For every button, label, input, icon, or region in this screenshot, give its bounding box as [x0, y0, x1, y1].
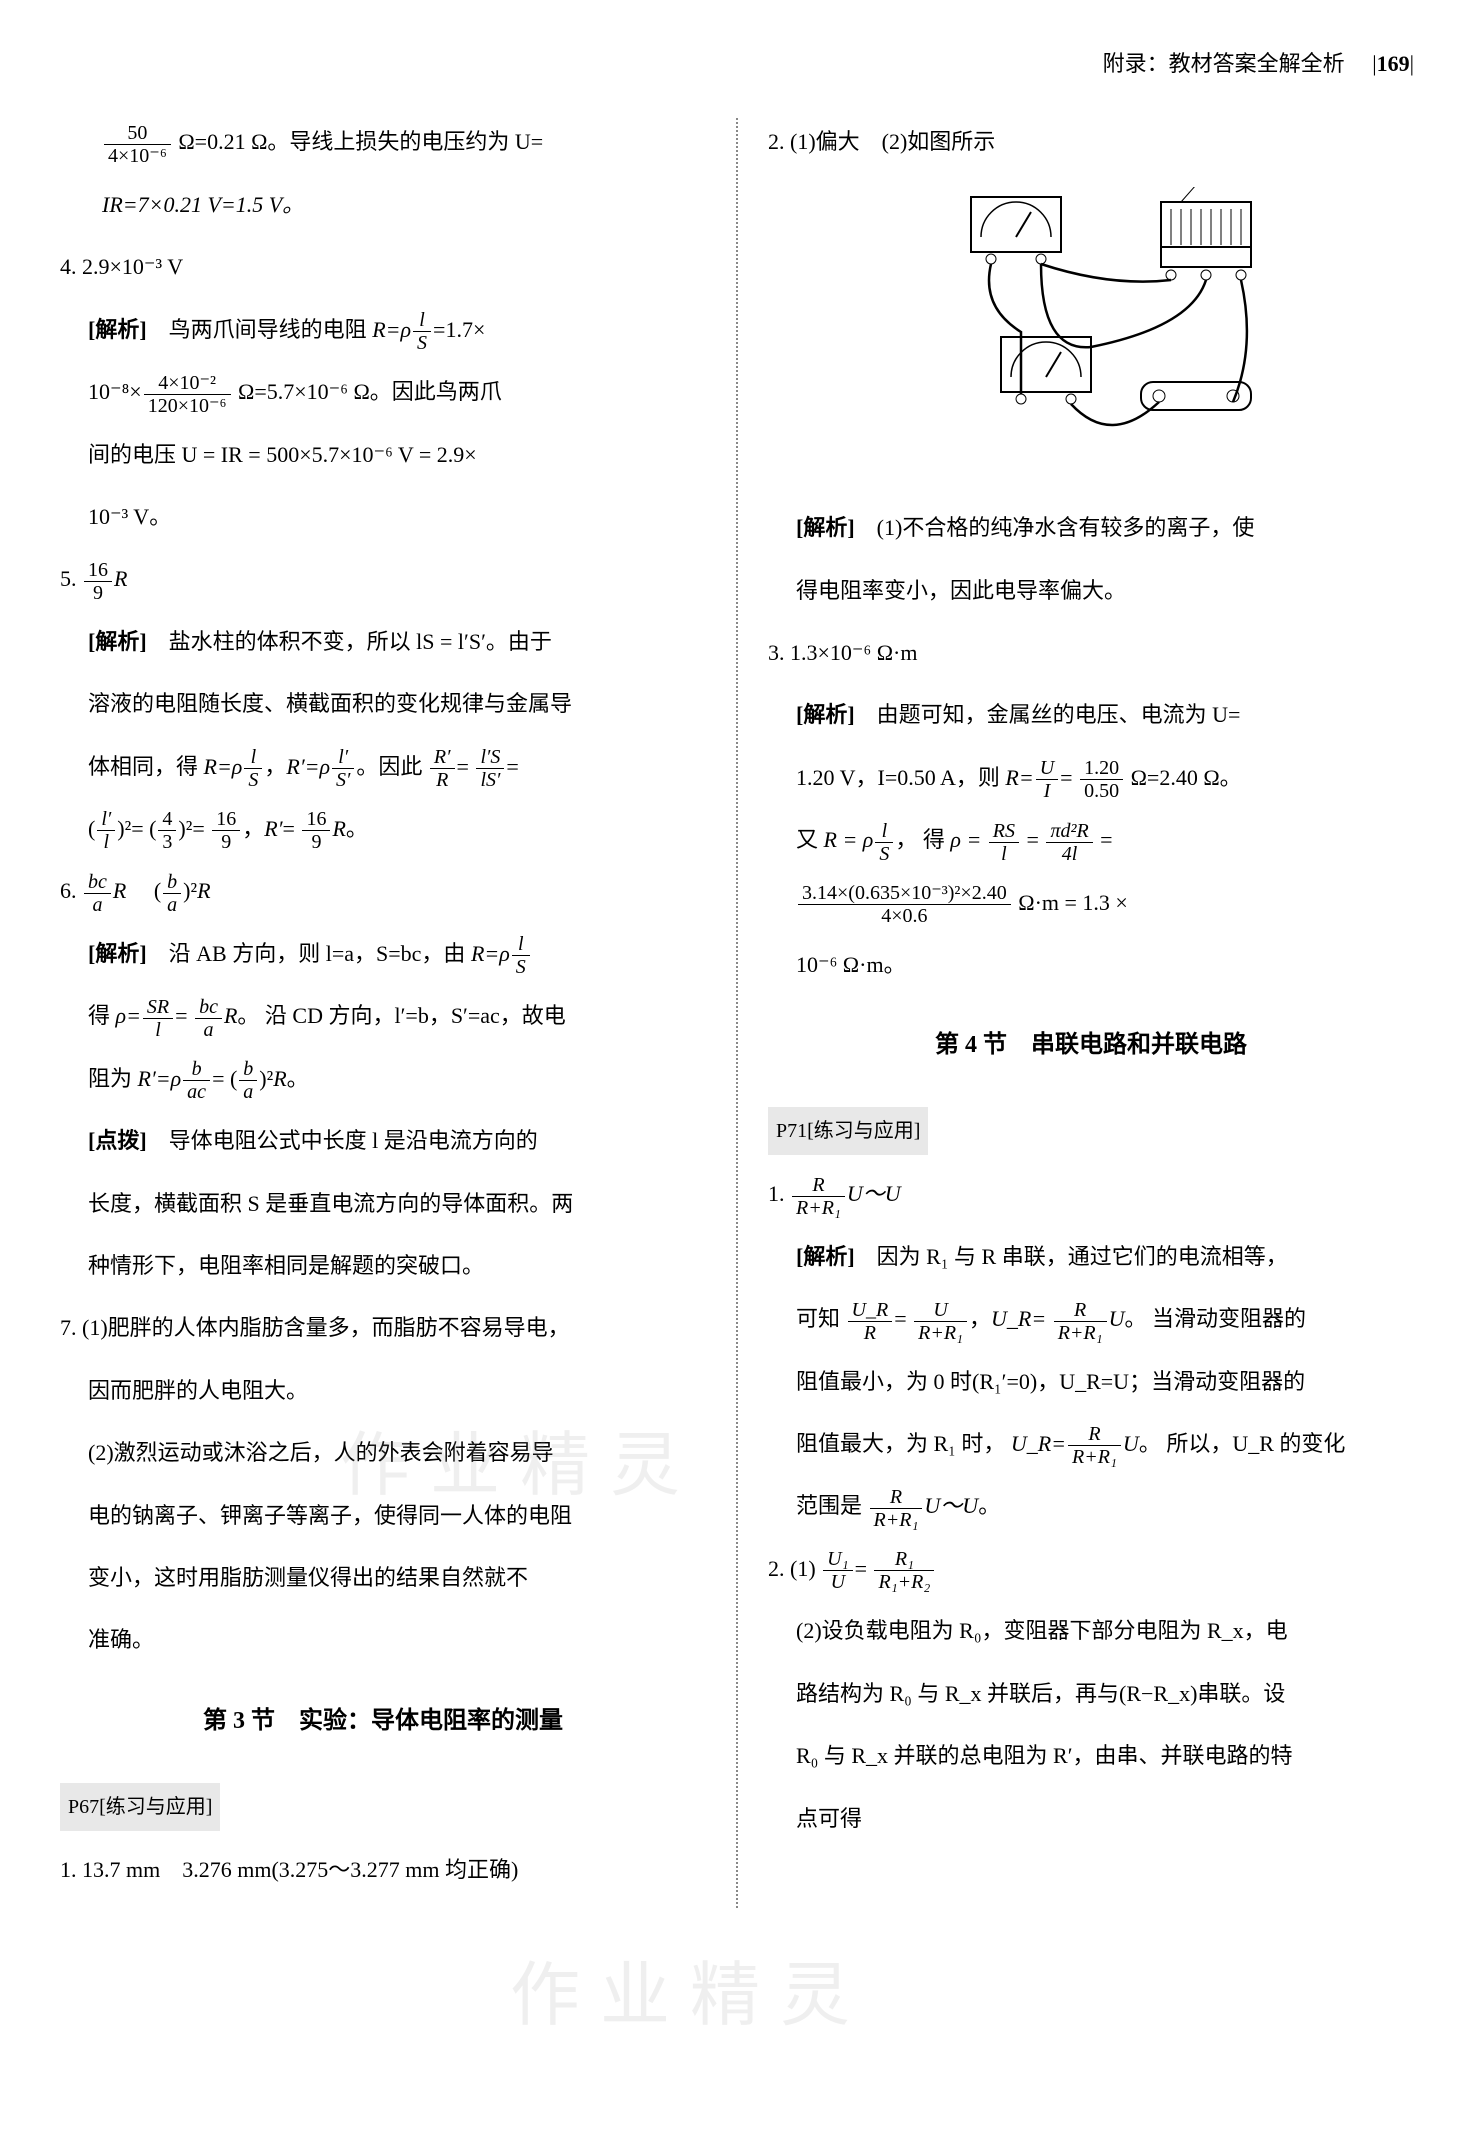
p67-ref: P67[练习与应用]	[60, 1783, 220, 1831]
item3-line5: 10⁻⁶ Ω·m。	[768, 941, 1414, 989]
analysis-label: [解析]	[88, 930, 147, 978]
sec4-item2-2d: 点可得	[768, 1795, 1414, 1843]
item5-answer: 5. 169R	[60, 555, 706, 603]
item7-2: (2)激烈运动或沐浴之后，人的外表会附着容易导	[60, 1429, 706, 1477]
item6-line3: 阻为 R′=ρbac= (ba)²R。	[60, 1055, 706, 1103]
item7-1: 7. (1)肥胖的人体内脂肪含量多，而脂肪不容易导电，	[60, 1304, 706, 1352]
item5-line2: 溶液的电阻随长度、横截面积的变化规律与金属导	[60, 680, 706, 728]
item2-line2: 得电阻率变小，因此电导率偏大。	[768, 567, 1414, 615]
item7-2c: 变小，这时用脂肪测量仪得出的结果自然就不	[60, 1554, 706, 1602]
sec3-item1: 1. 13.7 mm 3.276 mm(3.275～3.277 mm 均正确)	[60, 1846, 706, 1894]
item4-answer: 4. 2.9×10⁻³ V	[60, 243, 706, 291]
item3-line2: 1.20 V，I=0.50 A，则 R=UI= 1.200.50 Ω=2.40 …	[768, 754, 1414, 802]
sec4-item1-line2: 可知 U_RR= UR+R₁，U_R= RR+R₁U。 当滑动变阻器的	[768, 1295, 1414, 1343]
right-column: 2. (1)偏大 (2)如图所示	[768, 118, 1414, 1908]
page-header: 附录：教材答案全解全析 |169|	[60, 40, 1414, 88]
item3-cont: 504×10⁻⁶ Ω=0.21 Ω。导线上损失的电压约为 U=	[60, 118, 706, 166]
item3-cont2: IR=7×0.21 V=1.5 V。	[60, 181, 706, 229]
sec4-item1-line3: 阻值最小，为 0 时(R₁′=0)，U_R=U；当滑动变阻器的	[768, 1358, 1414, 1406]
column-divider	[736, 118, 738, 1908]
item6-line2: 得 ρ=SRl= bcaR。 沿 CD 方向，l′=b，S′=ac，故电	[60, 992, 706, 1040]
item6-dianbo2: 长度，横截面积 S 是垂直电流方向的导体面积。两	[60, 1180, 706, 1228]
item3-answer: 3. 1.3×10⁻⁶ Ω·m	[768, 629, 1414, 677]
section3-title: 第 3 节 实验：导体电阻率的测量	[60, 1695, 706, 1748]
item3-line3: 又 R = ρlS， 得 ρ = RSl = πd²R4l =	[768, 816, 1414, 864]
page-number: 169	[1377, 51, 1410, 76]
watermark-2: 作业精灵	[510, 1920, 870, 2074]
item3-analysis: [解析] 由题可知，金属丝的电压、电流为 U=	[768, 691, 1414, 739]
item2-analysis: [解析] (1)不合格的纯净水含有较多的离子，使	[768, 504, 1414, 552]
sec4-item2-2c: R₀ 与 R_x 并联的总电阻为 R′，由串、并联电路的特	[768, 1732, 1414, 1780]
analysis-label: [解析]	[88, 306, 147, 354]
analysis-label: [解析]	[796, 1233, 855, 1281]
appendix-label: 附录：教材答案全解全析	[1103, 51, 1345, 76]
item2: 2. (1)偏大 (2)如图所示	[768, 118, 1414, 166]
item7-2d: 准确。	[60, 1616, 706, 1664]
sec4-item2-2b: 路结构为 R₀ 与 R_x 并联后，再与(R−R_x)串联。设	[768, 1670, 1414, 1718]
sec4-item1-line5: 范围是 RR+R₁U～U。	[768, 1482, 1414, 1530]
item6-dianbo3: 种情形下，电阻率相同是解题的突破口。	[60, 1242, 706, 1290]
sec4-item2-1: 2. (1) U₁U= R₁R₁+R₂	[768, 1545, 1414, 1593]
section4-title: 第 4 节 串联电路和并联电路	[768, 1019, 1414, 1072]
sec4-item1-line4: 阻值最大，为 R₁ 时， U_R=RR+R₁U。 所以，U_R 的变化	[768, 1420, 1414, 1468]
analysis-label: [解析]	[88, 618, 147, 666]
item6-answer: 6. bcaR (ba)²R	[60, 867, 706, 915]
item3-line4: 3.14×(0.635×10⁻³)²×2.404×0.6 Ω·m = 1.3 ×	[768, 879, 1414, 927]
analysis-label: [解析]	[796, 691, 855, 739]
item7-1b: 因而肥胖的人电阻大。	[60, 1367, 706, 1415]
item6-dianbo: [点拨] 导体电阻公式中长度 l 是沿电流方向的	[60, 1117, 706, 1165]
item5-line4: (l′l)²= (43)²= 169，R′= 169R。	[60, 805, 706, 853]
item4-line3: 间的电压 U = IR = 500×5.7×10⁻⁶ V = 2.9×	[60, 431, 706, 479]
p71-ref: P71[练习与应用]	[768, 1107, 928, 1155]
sec4-item1-analysis: [解析] 因为 R₁ 与 R 串联，通过它们的电流相等，	[768, 1233, 1414, 1281]
sec4-item1: 1. RR+R₁U～U	[768, 1170, 1414, 1218]
item5-analysis: [解析] 盐水柱的体积不变，所以 lS = l′S′。由于	[60, 618, 706, 666]
item4-line2: 10⁻⁸×4×10⁻²120×10⁻⁶ Ω=5.7×10⁻⁶ Ω。因此鸟两爪	[60, 368, 706, 416]
analysis-label: [解析]	[796, 504, 855, 552]
item6-analysis: [解析] 沿 AB 方向，则 l=a，S=bc，由 R=ρlS	[60, 930, 706, 978]
dianbo-label: [点拨]	[88, 1117, 147, 1165]
item7-2b: 电的钠离子、钾离子等离子，使得同一人体的电阻	[60, 1492, 706, 1540]
item4-analysis: [解析] 鸟两爪间导线的电阻 R=ρlS=1.7×	[60, 306, 706, 354]
item5-line3: 体相同，得 R=ρlS，R′=ρl′S′。因此 R′R= l′SlS′=	[60, 743, 706, 791]
left-column: 504×10⁻⁶ Ω=0.21 Ω。导线上损失的电压约为 U= IR=7×0.2…	[60, 118, 706, 1908]
sec4-item2-2: (2)设负载电阻为 R₀，变阻器下部分电阻为 R_x，电	[768, 1607, 1414, 1655]
item4-line4: 10⁻³ V。	[60, 493, 706, 541]
circuit-diagram	[768, 187, 1414, 484]
